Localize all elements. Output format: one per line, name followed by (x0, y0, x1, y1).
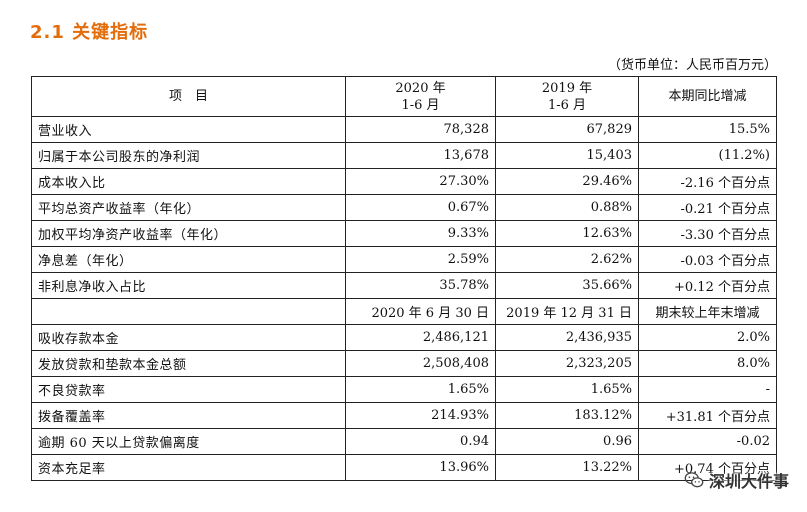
table-row: 拨备覆盖率 214.93% 183.12% +31.81 个百分点 (31, 402, 777, 429)
currency-unit-note: （货币单位：人民币百万元） (607, 58, 777, 73)
key-metrics-table: 项 目 2020 年 1-6 月 2019 年 1-6 月 本期同比增减 营业收… (31, 76, 777, 481)
table-row: 营业收入 78,328 67,829 15.5% (31, 116, 777, 143)
table-row: 平均总资产收益率（年化） 0.67% 0.88% -0.21 个百分点 (31, 194, 777, 221)
subheader-empty (31, 298, 346, 325)
row-label: 加权平均净资产收益率（年化） (31, 220, 346, 247)
row-value-current: 27.30% (345, 168, 496, 195)
row-value-change: 15.5% (638, 116, 777, 143)
header-2020-h1: 2020 年 1-6 月 (345, 76, 496, 117)
row-value-change: -3.30 个百分点 (638, 220, 777, 247)
table-row: 不良贷款率 1.65% 1.65% - (31, 376, 777, 403)
row-value-change: (11.2%) (638, 142, 777, 169)
row-label: 逾期 60 天以上贷款偏离度 (31, 428, 346, 455)
section-heading: 2.1 关键指标 (30, 22, 149, 43)
row-value-change: - (638, 376, 777, 403)
table-row: 吸收存款本金 2,486,121 2,436,935 2.0% (31, 324, 777, 351)
row-value-change: 8.0% (638, 350, 777, 377)
row-value-prior: 0.96 (495, 428, 639, 455)
row-value-change: -2.16 个百分点 (638, 168, 777, 195)
row-label: 非利息净收入占比 (31, 272, 346, 299)
header-2019-year: 2019 年 (541, 80, 593, 96)
row-value-current: 0.67% (345, 194, 496, 221)
row-value-prior: 13.22% (495, 454, 639, 481)
row-value-current: 214.93% (345, 402, 496, 429)
row-value-current: 78,328 (345, 116, 496, 143)
row-value-prior: 2,436,935 (495, 324, 639, 351)
row-value-prior: 67,829 (495, 116, 639, 143)
table-row: 逾期 60 天以上贷款偏离度 0.94 0.96 -0.02 (31, 428, 777, 455)
row-value-change: -0.03 个百分点 (638, 246, 777, 273)
table-header-row: 项 目 2020 年 1-6 月 2019 年 1-6 月 本期同比增减 (31, 76, 777, 117)
header-yoy-change: 本期同比增减 (638, 76, 777, 117)
row-label: 吸收存款本金 (31, 324, 346, 351)
header-2020-period: 1-6 月 (401, 97, 440, 113)
watermark-text: 深圳大件事 (708, 472, 789, 491)
subheader-2019-12-31: 2019 年 12 月 31 日 (495, 298, 639, 325)
row-value-current: 0.94 (345, 428, 496, 455)
row-value-prior: 15,403 (495, 142, 639, 169)
row-value-prior: 2.62% (495, 246, 639, 273)
row-value-change: +0.12 个百分点 (638, 272, 777, 299)
row-value-current: 2,486,121 (345, 324, 496, 351)
row-value-current: 1.65% (345, 376, 496, 403)
watermark: 深圳大件事 (683, 468, 789, 492)
row-value-change: -0.21 个百分点 (638, 194, 777, 221)
row-label: 资本充足率 (31, 454, 346, 481)
row-value-change: 2.0% (638, 324, 777, 351)
header-2019-h1: 2019 年 1-6 月 (495, 76, 639, 117)
header-item: 项 目 (31, 76, 346, 117)
row-label: 成本收入比 (31, 168, 346, 195)
row-label: 归属于本公司股东的净利润 (31, 142, 346, 169)
table-row: 归属于本公司股东的净利润 13,678 15,403 (11.2%) (31, 142, 777, 169)
wechat-icon (684, 472, 704, 488)
table-subheader-row: 2020 年 6 月 30 日 2019 年 12 月 31 日 期末较上年末增… (31, 298, 777, 325)
table-row: 非利息净收入占比 35.78% 35.66% +0.12 个百分点 (31, 272, 777, 299)
table-row: 加权平均净资产收益率（年化） 9.33% 12.63% -3.30 个百分点 (31, 220, 777, 247)
subheader-change-vs-year-end: 期末较上年末增减 (638, 298, 777, 325)
table-row: 发放贷款和垫款本金总额 2,508,408 2,323,205 8.0% (31, 350, 777, 377)
row-value-current: 13.96% (345, 454, 496, 481)
row-value-current: 2.59% (345, 246, 496, 273)
row-value-current: 35.78% (345, 272, 496, 299)
row-value-change: +0.74 个百分点 (638, 454, 777, 481)
row-value-prior: 29.46% (495, 168, 639, 195)
row-label: 发放贷款和垫款本金总额 (31, 350, 346, 377)
table-row: 净息差（年化） 2.59% 2.62% -0.03 个百分点 (31, 246, 777, 273)
row-label: 拨备覆盖率 (31, 402, 346, 429)
row-value-prior: 12.63% (495, 220, 639, 247)
row-value-change: +31.81 个百分点 (638, 402, 777, 429)
row-label: 净息差（年化） (31, 246, 346, 273)
row-value-prior: 2,323,205 (495, 350, 639, 377)
header-2019-period: 1-6 月 (547, 97, 587, 113)
header-2020-year: 2020 年 (395, 80, 446, 96)
row-value-prior: 35.66% (495, 272, 639, 299)
row-value-prior: 1.65% (495, 376, 639, 403)
row-label: 平均总资产收益率（年化） (31, 194, 346, 221)
row-value-change: -0.02 (638, 428, 777, 455)
row-value-prior: 183.12% (495, 402, 639, 429)
row-value-current: 13,678 (345, 142, 496, 169)
row-label: 不良贷款率 (31, 376, 346, 403)
subheader-2020-06-30: 2020 年 6 月 30 日 (345, 298, 496, 325)
row-label: 营业收入 (31, 116, 346, 143)
table-row: 成本收入比 27.30% 29.46% -2.16 个百分点 (31, 168, 777, 195)
table-row: 资本充足率 13.96% 13.22% +0.74 个百分点 (31, 454, 777, 481)
row-value-current: 9.33% (345, 220, 496, 247)
row-value-prior: 0.88% (495, 194, 639, 221)
row-value-current: 2,508,408 (345, 350, 496, 377)
